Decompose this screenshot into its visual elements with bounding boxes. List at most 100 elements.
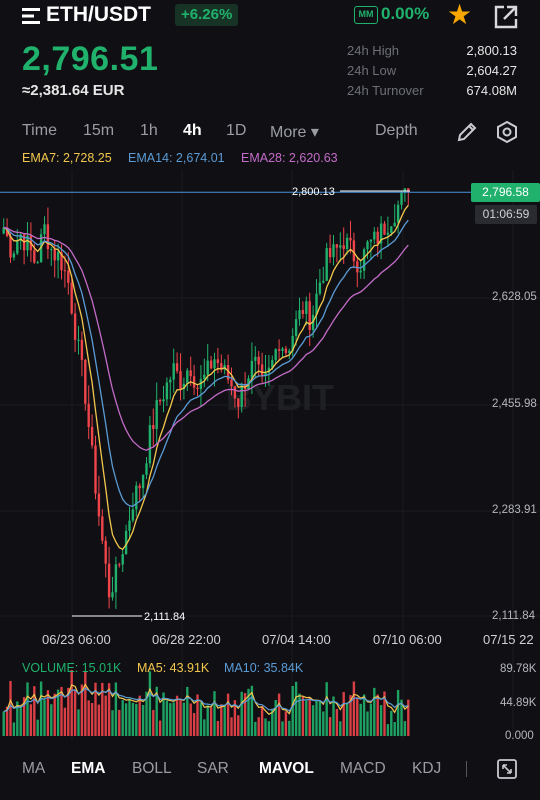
candle-body (393, 222, 396, 227)
candle-body (230, 379, 233, 387)
indicator-boll[interactable]: BOLL (132, 760, 172, 777)
volume-bar (26, 682, 29, 736)
countdown-tag: 01:06:59 (475, 205, 537, 224)
star-icon[interactable]: ★ (447, 0, 473, 30)
candle-body (226, 365, 230, 380)
volume-bar (376, 694, 379, 736)
x-axis-label: 06/23 06:00 (42, 632, 111, 647)
candle-body (281, 348, 284, 351)
volume-bar (56, 689, 60, 736)
candle-body (67, 270, 70, 283)
volume-bar (94, 682, 97, 736)
candle-body (216, 359, 220, 364)
fullscreen-icon[interactable] (496, 758, 518, 780)
volume-bar (213, 691, 216, 736)
volume-bar (172, 702, 175, 736)
volume-bar (393, 722, 396, 736)
tab-1d[interactable]: 1D (226, 122, 247, 139)
candle-body (80, 339, 84, 360)
candle-body (318, 282, 322, 294)
volume-bar (240, 691, 243, 736)
indicator-ma[interactable]: MA (22, 760, 46, 777)
x-axis-label: 07/15 22 (483, 632, 534, 647)
ema-lines (3, 204, 409, 715)
settings-hex-icon[interactable] (495, 120, 519, 144)
tab-15m[interactable]: 15m (83, 122, 115, 139)
candle-body (322, 280, 325, 283)
volume-bar (305, 700, 308, 736)
volume-bar (383, 691, 386, 736)
candle-body (118, 564, 121, 566)
volume-bar (29, 704, 33, 736)
candle-body (121, 554, 124, 565)
candle-body (257, 356, 260, 365)
candle-body (43, 224, 46, 235)
volume-bar (315, 700, 318, 736)
candle-body (101, 516, 104, 541)
indicator-kdj[interactable]: KDJ (412, 760, 442, 777)
volume-axis-label: 44.89K (500, 697, 537, 709)
volume-bar (131, 702, 135, 736)
indicator-sar[interactable]: SAR (197, 760, 229, 777)
volume-bar (257, 717, 260, 736)
candle-body (325, 248, 328, 281)
candle-body (16, 240, 19, 254)
volume-bar (325, 682, 328, 736)
indicator-macd[interactable]: MACD (340, 760, 386, 777)
draw-pencil-icon[interactable] (455, 120, 479, 144)
menu-icon[interactable] (22, 8, 40, 24)
pair-title[interactable]: ETH/USDT (46, 3, 151, 26)
candle-body (169, 379, 172, 383)
candle-body (271, 360, 274, 368)
candle-body (196, 387, 199, 390)
volume-bar (36, 719, 39, 736)
volume-bar (60, 686, 63, 736)
tab-more[interactable]: More ▾ (270, 124, 319, 141)
volume-bar (264, 718, 267, 736)
indicator-mavol[interactable]: MAVOL (259, 760, 314, 777)
share-icon[interactable] (493, 4, 519, 30)
candle-body (400, 192, 403, 205)
ema-line (3, 226, 409, 451)
candle-body (237, 398, 240, 407)
volume-bar (243, 693, 247, 736)
tab-depth[interactable]: Depth (375, 122, 418, 139)
indicator-ema[interactable]: EMA (71, 760, 106, 777)
tab-4h[interactable]: 4h (183, 122, 202, 139)
volume-bar (101, 682, 104, 736)
volume-bar (291, 685, 294, 736)
candle-body (179, 371, 182, 390)
candle-body (5, 227, 9, 237)
candle-body (39, 234, 43, 263)
candle-body (124, 530, 128, 555)
tab-time[interactable]: Time (22, 122, 57, 139)
ema-line (3, 219, 409, 507)
x-axis-label: 06/28 22:00 (152, 632, 221, 647)
volume-bar (390, 710, 393, 736)
volume-bar (192, 713, 196, 736)
volume-bar (87, 700, 90, 736)
y-axis-label: 2,283.91 (492, 504, 537, 516)
candle-body (274, 349, 277, 361)
volume-bar (366, 711, 369, 736)
tab-1h[interactable]: 1h (140, 122, 158, 139)
volume-bar (209, 707, 213, 736)
candle-body (186, 370, 189, 384)
candle-body (56, 252, 60, 261)
candle-body (148, 425, 152, 464)
ema28-legend: EMA28: 2,620.63 (241, 151, 338, 165)
volume-bar (189, 703, 192, 736)
candle-body (362, 249, 366, 271)
candle-body (114, 564, 118, 593)
candle-body (165, 382, 169, 400)
candle-body (53, 249, 56, 261)
candle-body (60, 252, 63, 271)
candle-body (376, 231, 379, 244)
candlestick-chart[interactable]: BYBIT 2,800.13 2,111.84 (0, 170, 540, 770)
candle-body (213, 359, 216, 369)
volume-bar (141, 705, 145, 736)
volume-bar (158, 720, 162, 736)
mm-icon: MM (354, 6, 378, 24)
candle-body (305, 301, 308, 314)
candle-body (2, 227, 5, 234)
